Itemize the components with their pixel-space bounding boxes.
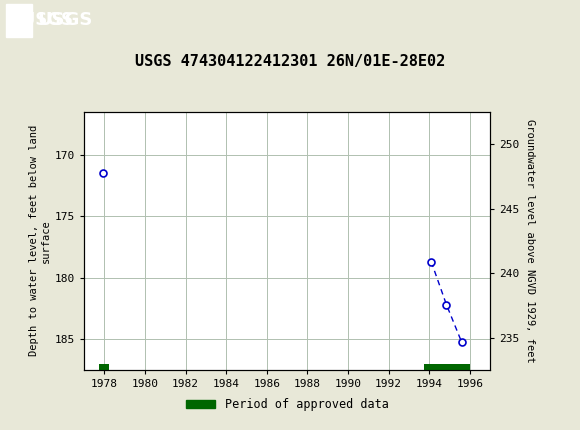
Bar: [99, 364, 110, 370]
Y-axis label: Depth to water level, feet below land
surface: Depth to water level, feet below land su…: [29, 125, 50, 356]
Text: USGS: USGS: [38, 12, 93, 29]
Y-axis label: Groundwater level above NGVD 1929, feet: Groundwater level above NGVD 1929, feet: [525, 119, 535, 362]
Text: ▒░
USGS: ▒░ USGS: [8, 13, 29, 28]
Bar: [6, 4, 32, 37]
Legend: Period of approved data: Period of approved data: [181, 393, 393, 415]
Bar: [424, 364, 470, 370]
Text: USGS 474304122412301 26N/01E-28E02: USGS 474304122412301 26N/01E-28E02: [135, 54, 445, 69]
Text: █USGS: █USGS: [9, 12, 72, 29]
